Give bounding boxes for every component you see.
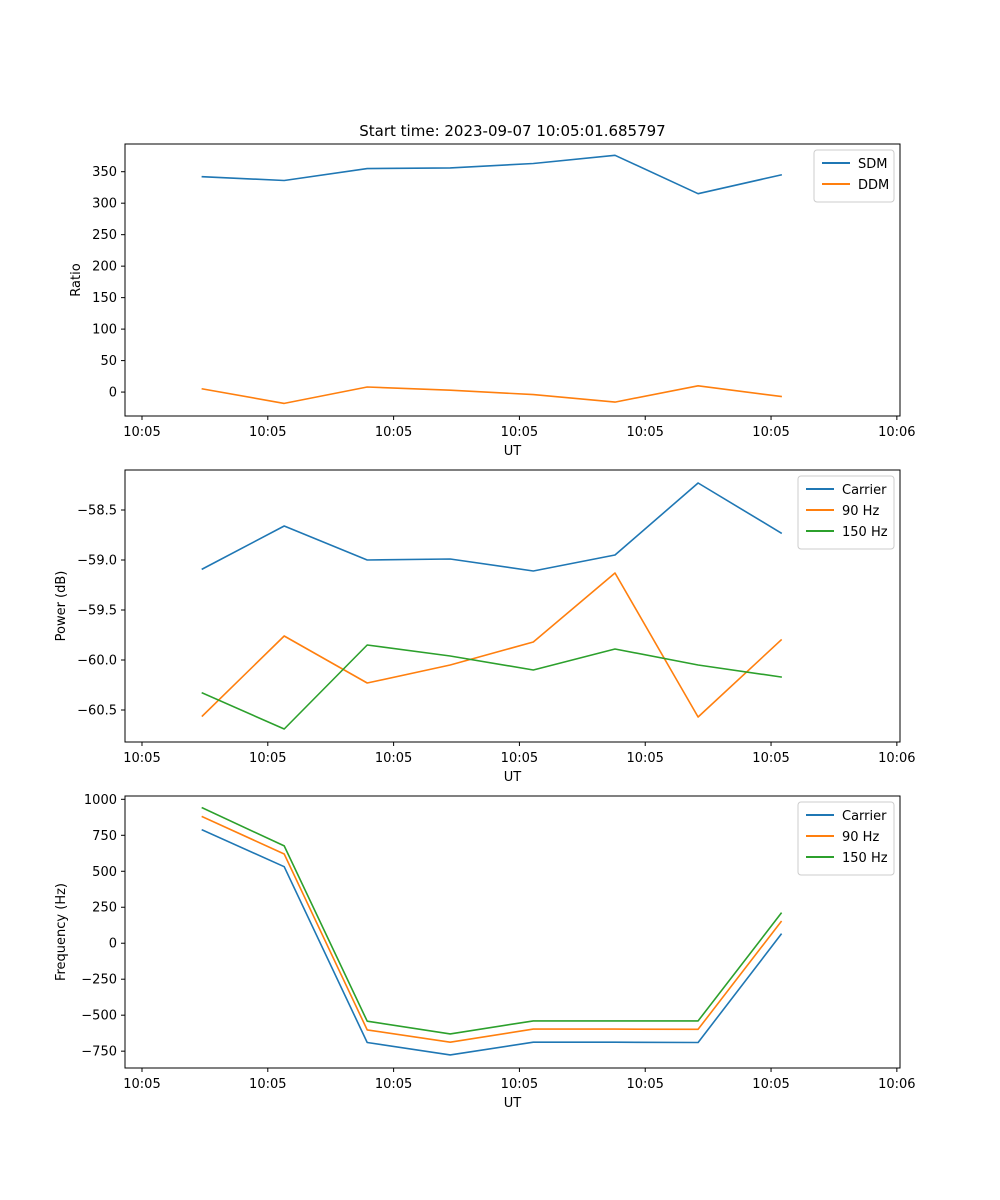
x-tick-label: 10:05: [375, 1077, 412, 1092]
legend-label-carrier: Carrier: [842, 483, 887, 498]
x-tick-label: 10:05: [249, 425, 286, 440]
y-tick-label: −500: [81, 1009, 117, 1024]
x-tick-label: 10:05: [123, 1077, 160, 1092]
x-tick-label: 10:05: [375, 425, 412, 440]
x-tick-label: 10:05: [375, 751, 412, 766]
y-tick-label: −59.0: [77, 554, 117, 569]
legend-label-150-hz: 150 Hz: [842, 525, 888, 540]
y-tick-label: −58.5: [77, 504, 117, 519]
x-axis-label: UT: [504, 770, 522, 785]
axes-frame: [124, 795, 901, 1069]
y-tick-label: 250: [92, 228, 117, 243]
legend-label-carrier: Carrier: [842, 809, 887, 824]
y-tick-label: 500: [92, 865, 117, 880]
axes-1: 10:05 10:05 10:05 10:05 10:05 10:05 10:06 0 50 10…: [69, 143, 916, 459]
y-tick-label: 150: [92, 291, 117, 306]
y-tick-label: 50: [100, 354, 117, 369]
x-tick-label: 10:05: [752, 425, 789, 440]
y-tick-label: −59.5: [77, 604, 117, 619]
x-tick-label: 10:05: [626, 1077, 663, 1092]
legend: Carrier 90 Hz 150 Hz: [797, 475, 895, 550]
series-line-carrier: [201, 828, 783, 1056]
x-tick-label: 10:06: [878, 1077, 915, 1092]
y-axis-label: Ratio: [69, 263, 84, 296]
x-tick-label: 10:05: [752, 1077, 789, 1092]
y-axis-label: Power (dB): [54, 571, 69, 642]
series-line-150-hz: [201, 644, 783, 730]
chart-title: Start time: 2023-09-07 10:05:01.685797: [359, 122, 665, 140]
y-tick-label: 1000: [84, 793, 117, 808]
legend-label-90-hz: 90 Hz: [842, 830, 879, 845]
y-tick-label: 100: [92, 323, 117, 338]
series-line-90-hz: [201, 815, 783, 1043]
y-tick-label: −750: [81, 1045, 117, 1060]
x-tick-label: 10:06: [878, 751, 915, 766]
y-tick-label: 750: [92, 829, 117, 844]
y-tick-label: 300: [92, 197, 117, 212]
y-tick-label: −60.0: [77, 654, 117, 669]
axes-2: 10:05 10:05 10:05 10:05 10:05 10:05 10:06 −60.5…: [54, 469, 916, 785]
legend-label-150-hz: 150 Hz: [842, 851, 888, 866]
axes-3: 10:05 10:05 10:05 10:05 10:05 10:05 10:06 −750 −…: [54, 793, 916, 1111]
legend-label-90-hz: 90 Hz: [842, 504, 879, 519]
series-line-90-hz: [201, 572, 783, 718]
x-tick-label: 10:05: [626, 751, 663, 766]
x-tick-label: 10:05: [501, 751, 538, 766]
axes-frame: [124, 469, 901, 743]
x-axis-label: UT: [504, 444, 522, 459]
legend: Carrier 90 Hz 150 Hz: [797, 801, 895, 876]
y-tick-label: 0: [109, 937, 117, 952]
x-axis-label: UT: [504, 1096, 522, 1111]
series-line-ddm: [201, 384, 782, 405]
x-tick-label: 10:05: [123, 751, 160, 766]
series-line-150-hz: [201, 806, 783, 1035]
y-tick-label: 200: [92, 260, 117, 275]
x-tick-label: 10:05: [501, 1077, 538, 1092]
legend-label-sdm: SDM: [858, 157, 887, 172]
x-tick-label: 10:05: [249, 1077, 286, 1092]
y-tick-label: 250: [92, 901, 117, 916]
legend-label-ddm: DDM: [858, 178, 889, 193]
axes-frame: [124, 143, 901, 417]
x-tick-label: 10:05: [249, 751, 286, 766]
y-tick-label: −250: [81, 973, 117, 988]
y-tick-label: 0: [109, 386, 117, 401]
x-tick-label: 10:05: [752, 751, 789, 766]
legend: SDM DDM: [813, 149, 895, 203]
y-tick-label: 350: [92, 165, 117, 180]
x-tick-label: 10:05: [501, 425, 538, 440]
series-line-sdm: [201, 154, 783, 195]
x-tick-label: 10:05: [626, 425, 663, 440]
x-tick-label: 10:06: [878, 425, 915, 440]
series-line-carrier: [201, 482, 783, 572]
y-axis-label: Frequency (Hz): [54, 883, 69, 981]
y-tick-label: −60.5: [77, 704, 117, 719]
x-tick-label: 10:05: [123, 425, 160, 440]
